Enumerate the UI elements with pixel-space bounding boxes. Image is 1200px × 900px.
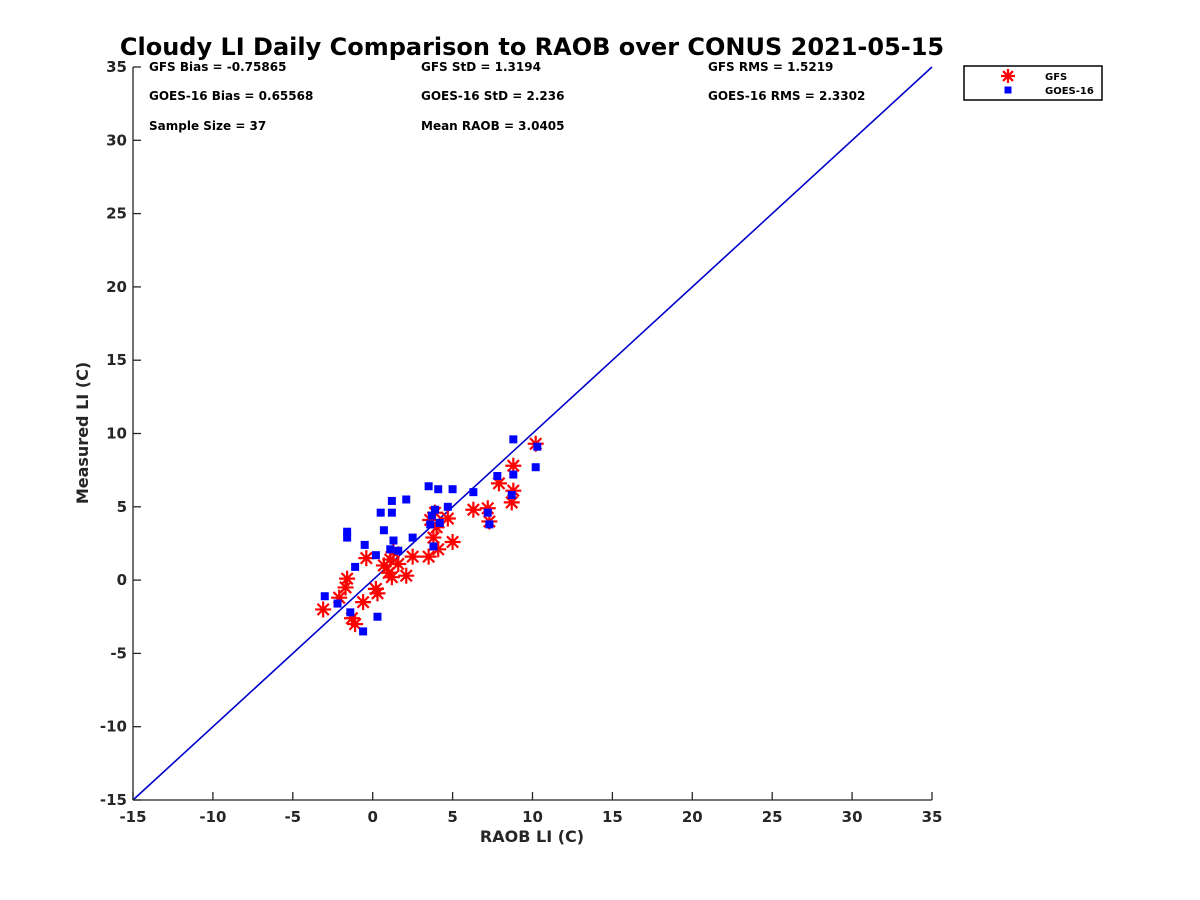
x-tick-label: 10 (522, 808, 543, 826)
gfs-point (390, 555, 407, 572)
gfs-point (355, 594, 372, 611)
goes16-point (429, 542, 438, 551)
goes16-point (434, 485, 443, 494)
goes16-point (333, 599, 342, 608)
stat-text: GOES-16 Bias = 0.65568 (149, 89, 313, 103)
y-tick-label: -5 (110, 644, 127, 662)
x-tick-label: -10 (199, 808, 226, 826)
goes16-point (424, 482, 433, 491)
goes16-point (431, 505, 440, 514)
legend-label: GOES-16 (1045, 86, 1094, 97)
goes16-point (343, 533, 352, 542)
y-tick-label: 5 (117, 498, 127, 516)
goes16-point (533, 442, 542, 451)
axes-layer: -15 -10 -5 0 5 10 15 20 25 30 35 -15 -10 -5 0 5 10 15 20 25… (100, 58, 943, 826)
goes16-point (376, 508, 385, 517)
legend: GFS GOES-16 (963, 65, 1103, 101)
goes16-point (371, 551, 380, 560)
y-tick-label: -10 (100, 718, 127, 736)
x-tick-label: 15 (602, 808, 623, 826)
x-tick-label: 20 (682, 808, 703, 826)
gfs-point (337, 579, 354, 596)
y-axis-label: Measured LI (C) (73, 362, 92, 504)
goes16-point (373, 612, 382, 621)
x-axis-label: RAOB LI (C) (480, 827, 584, 846)
goes16-point (426, 520, 435, 529)
goes16-point (408, 533, 417, 542)
goes16-point (531, 463, 540, 472)
gfs-point (465, 501, 482, 518)
goes16-point (402, 495, 411, 504)
gfs-point (315, 601, 332, 618)
gfs-point (439, 510, 456, 527)
stat-text: GFS RMS = 1.5219 (708, 60, 833, 74)
goes16-point (448, 485, 457, 494)
goes16-point (507, 491, 516, 500)
gfs-point (444, 533, 461, 550)
legend-box (963, 65, 1103, 101)
gfs-point (369, 585, 386, 602)
legend-goes16-marker (1004, 86, 1012, 94)
goes16-point (509, 470, 518, 479)
x-tick-label: 0 (367, 808, 377, 826)
y-tick-label: 0 (117, 571, 127, 589)
goes16-point (443, 502, 452, 511)
legend-entries: GFS GOES-16 (1001, 69, 1094, 97)
stat-text: GOES-16 RMS = 2.3302 (708, 89, 865, 103)
goes16-point (427, 511, 436, 520)
stat-text: GOES-16 StD = 2.236 (421, 89, 564, 103)
plot-area: -15 -10 -5 0 5 10 15 20 25 30 35 -15 -10 -5 0 5 10 15 20 25… (100, 58, 943, 826)
chart-title: Cloudy LI Daily Comparison to RAOB over … (120, 33, 944, 61)
goes16-point (351, 562, 360, 571)
goes16-point (320, 592, 329, 601)
stat-text: Sample Size = 37 (149, 119, 266, 133)
stat-text: Mean RAOB = 3.0405 (421, 119, 565, 133)
goes16-point (359, 627, 368, 636)
x-tick-label: 5 (447, 808, 457, 826)
goes16-point (379, 526, 388, 535)
goes16-point (509, 435, 518, 444)
goes16-point (386, 545, 395, 554)
gfs-point (347, 616, 364, 633)
x-tick-label: -5 (284, 808, 301, 826)
stat-text: GFS Bias = -0.75865 (149, 60, 286, 74)
x-tick-label: 25 (762, 808, 783, 826)
legend-label: GFS (1045, 72, 1067, 83)
gfs-point (404, 548, 421, 565)
goes16-point (387, 508, 396, 517)
y-tick-label: 20 (106, 278, 127, 296)
goes16-point (435, 518, 444, 527)
goes16-point (485, 520, 494, 529)
goes16-point (469, 488, 478, 497)
series-layer (315, 435, 544, 636)
x-tick-label: -15 (119, 808, 146, 826)
goes16-point (346, 608, 355, 617)
y-tick-label: 15 (106, 351, 127, 369)
x-tick-label: 30 (842, 808, 863, 826)
y-tick-label: 25 (106, 205, 127, 223)
y-tick-label: -15 (100, 791, 127, 809)
goes16-point (387, 496, 396, 505)
goes16-point (360, 540, 369, 549)
y-tick-label: 10 (106, 425, 127, 443)
series-goes-16 (320, 435, 542, 636)
stats-layer: GFS Bias = -0.75865 GFS StD = 1.3194 GFS R… (149, 60, 865, 133)
one-to-one-line (132, 66, 933, 801)
gfs-point (420, 548, 437, 565)
goes16-point (389, 536, 398, 545)
gfs-point (358, 550, 375, 567)
goes16-point (483, 508, 492, 517)
gfs-point (398, 567, 415, 584)
goes16-point (394, 546, 403, 555)
legend-gfs-marker (1001, 69, 1015, 83)
x-tick-label: 35 (922, 808, 943, 826)
y-tick-label: 30 (106, 131, 127, 149)
y-tick-label: 35 (106, 58, 127, 76)
goes16-point (493, 472, 502, 481)
stat-text: GFS StD = 1.3194 (421, 60, 541, 74)
goes16-point (343, 527, 352, 536)
gfs-point (383, 569, 400, 586)
